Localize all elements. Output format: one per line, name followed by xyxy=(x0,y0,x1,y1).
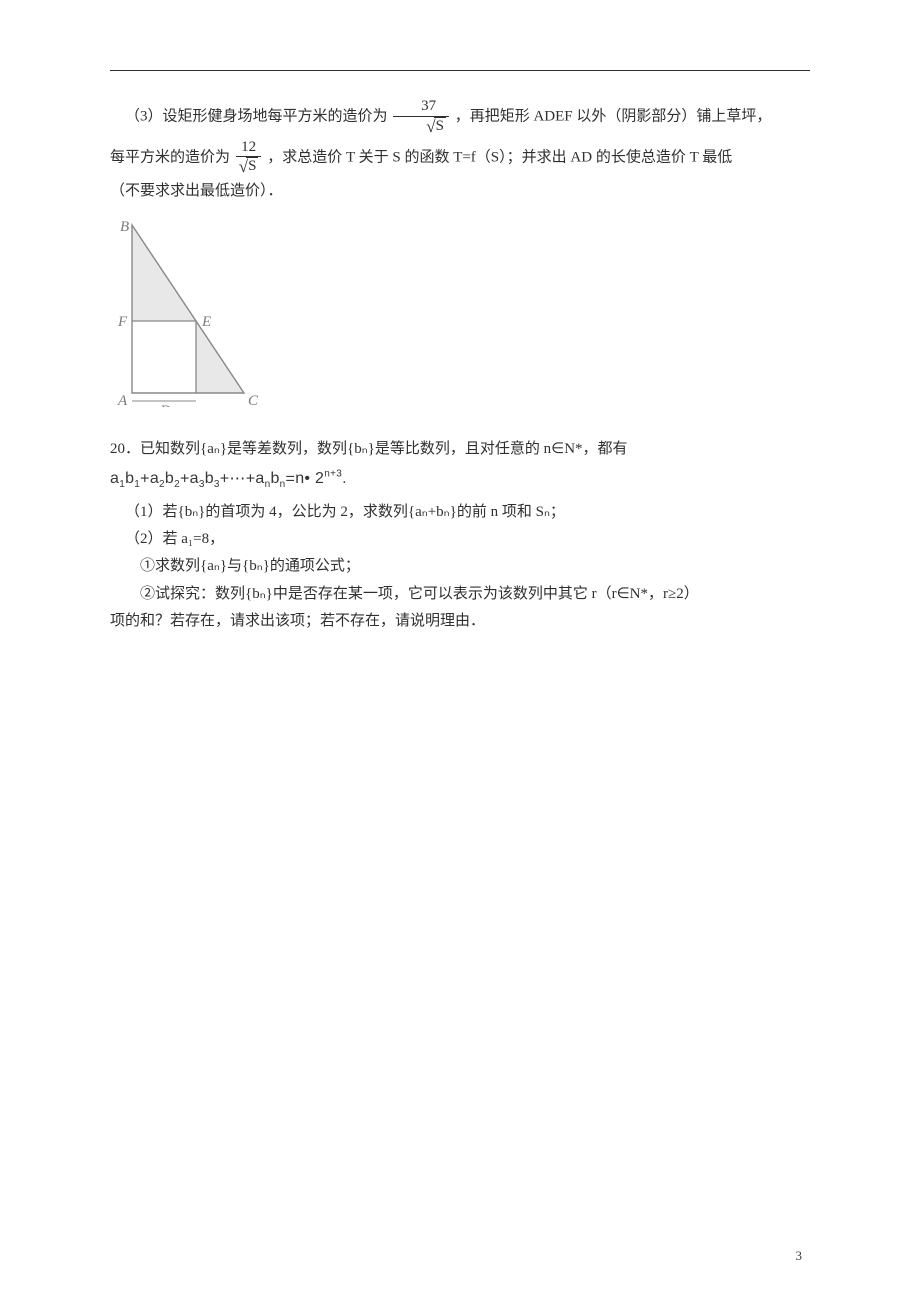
q20-part2: （2）若 a₁=8， xyxy=(110,528,810,551)
frac-den: √S xyxy=(393,117,449,136)
q20-part2-sub2a: ②试探究：数列{bₙ}中是否存在某一项，它可以表示为该数列中其它 r（r∈N*，… xyxy=(110,583,810,606)
top-rule xyxy=(110,70,810,71)
svg-text:B: B xyxy=(120,219,129,235)
q20-part2-sub1: ①求数列{aₙ}与{bₙ}的通项公式； xyxy=(110,555,810,578)
triangle-figure: B F E A D C xyxy=(112,213,810,415)
svg-text:A: A xyxy=(117,393,128,407)
svg-text:F: F xyxy=(117,314,128,330)
svg-text:D: D xyxy=(159,403,171,407)
sqrt-arg: S xyxy=(246,157,258,174)
text: （3）设矩形健身场地每平方米的造价为 xyxy=(125,109,388,125)
q20-equation: a1b1+a2b2+a3b3+⋯+anbn=n• 2n+3. xyxy=(110,467,810,493)
q20-lead: 20．已知数列{aₙ}是等差数列，数列{bₙ}是等比数列，且对任意的 n∈N*，… xyxy=(110,438,810,461)
term-a1b1: a1b1 xyxy=(110,470,140,487)
term-a2b2: a2b2 xyxy=(150,470,180,487)
q19-3-line3: （不要求求出最低造价）． xyxy=(110,180,810,203)
text: ，求总造价 T 关于 S 的函数 T=f（S）；并求出 AD 的长使总造价 T … xyxy=(267,149,732,165)
q20-part2-sub2b: 项的和？若存在，请求出该项；若不存在，请说明理由． xyxy=(110,610,810,633)
sqrt: √S xyxy=(411,118,446,136)
sqrt: √S xyxy=(239,158,259,176)
rhs: n• 2n+3. xyxy=(295,470,347,487)
fraction-37-over-root-s: 37 √S xyxy=(393,99,449,136)
q19-3-line2: 每平方米的造价为 12 √S ，求总造价 T 关于 S 的函数 T=f（S）；并… xyxy=(110,140,810,177)
sqrt-arg: S xyxy=(434,117,446,134)
frac-num: 12 xyxy=(236,140,262,158)
frac-den: √S xyxy=(236,157,262,176)
fraction-12-over-root-s: 12 √S xyxy=(236,140,262,177)
page-number: 3 xyxy=(796,1246,803,1266)
svg-text:C: C xyxy=(248,393,258,407)
svg-text:E: E xyxy=(201,314,211,330)
text: ，再把矩形 ADEF 以外（阴影部分）铺上草坪， xyxy=(455,109,772,125)
q20-part1: （1）若{bₙ}的首项为 4，公比为 2，求数列{aₙ+bₙ}的前 n 项和 S… xyxy=(110,501,810,524)
text: 每平方米的造价为 xyxy=(110,149,230,165)
term-a3b3: a3b3 xyxy=(190,470,220,487)
question-20: 20．已知数列{aₙ}是等差数列，数列{bₙ}是等比数列，且对任意的 n∈N*，… xyxy=(110,438,810,634)
triangle-svg: B F E A D C xyxy=(112,213,258,407)
frac-num: 37 xyxy=(393,99,449,117)
q19-3-line1: （3）设矩形健身场地每平方米的造价为 37 √S ，再把矩形 ADEF 以外（阴… xyxy=(110,99,810,136)
term-anbn: anbn xyxy=(255,470,285,487)
